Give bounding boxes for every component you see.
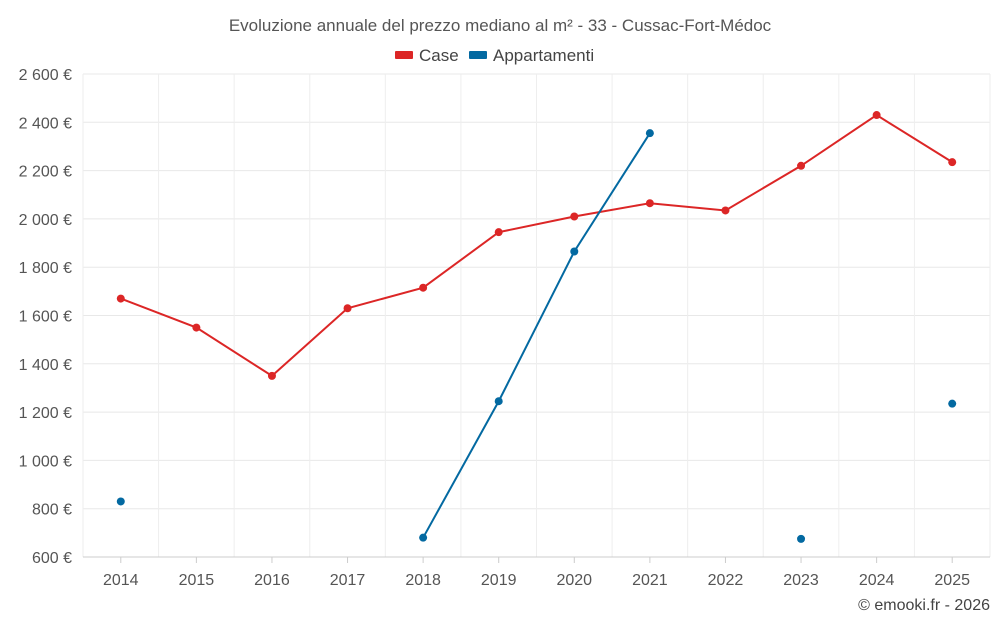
series-group [116, 111, 957, 543]
y-tick-label: 1 600 € [19, 309, 72, 326]
x-tick-label: 2017 [330, 572, 366, 589]
y-tick-label: 1 400 € [19, 357, 72, 374]
x-tick-label: 2025 [934, 572, 970, 589]
footer-credit: © emooki.fr - 2026 [858, 597, 990, 614]
x-tick-label: 2020 [556, 572, 592, 589]
data-point-case [872, 111, 881, 120]
data-point-appartamenti [570, 247, 579, 256]
data-point-case [570, 212, 579, 221]
y-tick-label: 2 600 € [19, 67, 72, 84]
x-tick-label: 2015 [179, 572, 215, 589]
data-point-appartamenti [116, 497, 125, 506]
data-point-appartamenti [494, 397, 503, 406]
y-tick-label: 2 400 € [19, 115, 72, 132]
legend-swatch-case [395, 51, 413, 59]
data-point-case [645, 199, 654, 208]
x-tick-label: 2014 [103, 572, 139, 589]
data-point-appartamenti [419, 533, 428, 542]
y-tick-label: 600 € [32, 550, 72, 567]
y-tick-label: 800 € [32, 502, 72, 519]
data-point-case [192, 323, 201, 332]
data-point-case [343, 304, 352, 313]
y-tick-label: 1 200 € [19, 405, 72, 422]
x-tick-label: 2023 [783, 572, 819, 589]
legend: Case Appartamenti [395, 46, 594, 65]
grid [82, 73, 991, 558]
y-tick-label: 2 000 € [19, 212, 72, 229]
legend-swatch-appartamenti [469, 51, 487, 59]
y-tick-label: 2 200 € [19, 164, 72, 181]
x-tick-label: 2024 [859, 572, 895, 589]
x-tick-label: 2016 [254, 572, 290, 589]
data-point-case [797, 161, 806, 170]
series-line-case [120, 113, 953, 378]
x-axis: 2014 2015 2016 2017 2018 2019 2020 2021 2022 2023… [103, 557, 970, 589]
data-point-case [948, 158, 957, 167]
data-point-case [494, 228, 503, 237]
data-point-case [116, 294, 125, 303]
x-tick-label: 2022 [708, 572, 744, 589]
x-tick-label: 2021 [632, 572, 668, 589]
data-point-case [267, 371, 276, 380]
data-point-case [721, 206, 730, 215]
x-tick-label: 2018 [405, 572, 441, 589]
legend-label: Appartamenti [493, 46, 594, 65]
series-line-appartamenti [422, 132, 651, 539]
data-point-appartamenti [948, 399, 957, 408]
y-axis: 600 € 800 € 1 000 € 1 200 € 1 400 € 1 600 € 1 … [19, 67, 72, 567]
chart-title: Evoluzione annuale del prezzo mediano al… [229, 16, 772, 35]
data-point-case [419, 283, 428, 292]
x-tick-label: 2019 [481, 572, 517, 589]
y-tick-label: 1 000 € [19, 453, 72, 470]
data-point-appartamenti [645, 129, 654, 138]
y-tick-label: 1 800 € [19, 260, 72, 277]
legend-label: Case [419, 46, 459, 65]
data-point-appartamenti [797, 534, 806, 543]
